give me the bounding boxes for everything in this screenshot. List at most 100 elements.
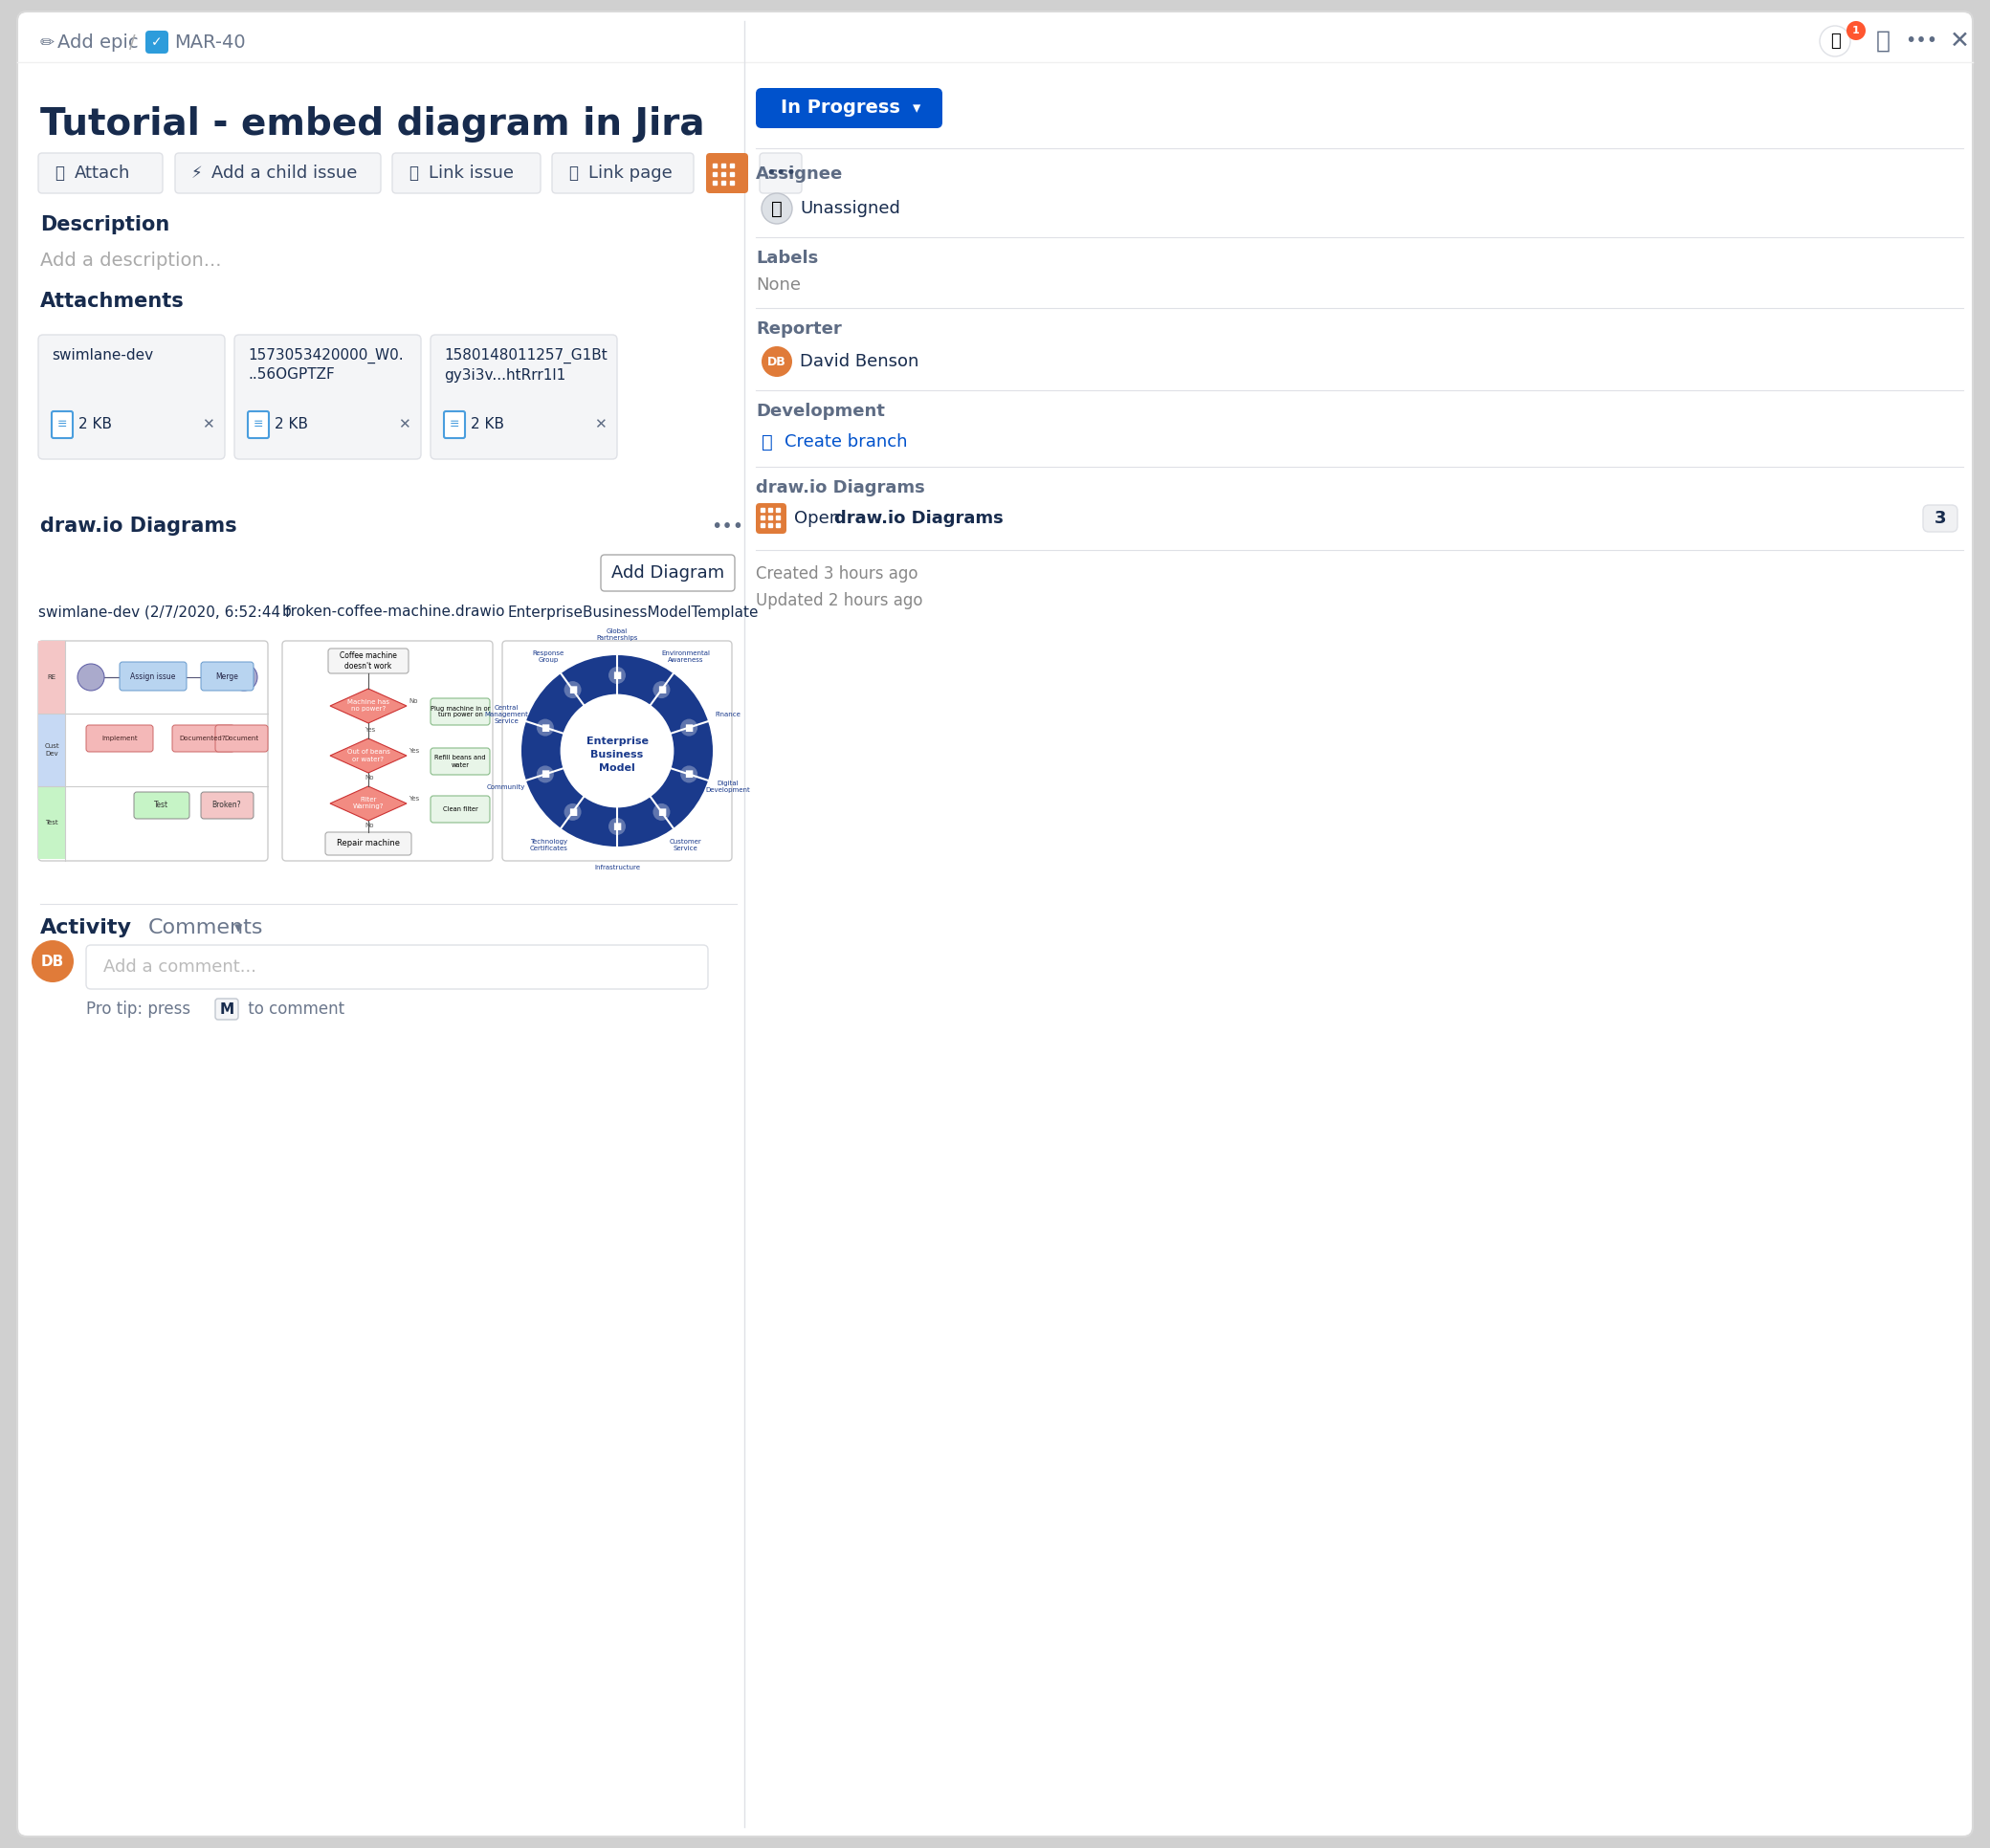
Text: ✓: ✓	[151, 35, 163, 48]
Text: Pro tip: press: Pro tip: press	[86, 1000, 195, 1018]
Text: Add a child issue: Add a child issue	[211, 164, 358, 181]
Text: gy3i3v...htRrr1l1: gy3i3v...htRrr1l1	[444, 368, 565, 383]
Text: Labels: Labels	[756, 249, 818, 266]
Text: Open: Open	[794, 510, 846, 527]
FancyBboxPatch shape	[38, 334, 225, 458]
Polygon shape	[330, 689, 406, 723]
Circle shape	[563, 682, 581, 699]
Text: Attachments: Attachments	[40, 292, 185, 310]
Text: ≡: ≡	[450, 418, 460, 431]
Text: ✕: ✕	[201, 418, 213, 432]
Text: David Benson: David Benson	[800, 353, 919, 370]
Circle shape	[32, 941, 74, 983]
Circle shape	[521, 656, 712, 846]
Text: Activity: Activity	[40, 918, 131, 937]
Text: Enterprise: Enterprise	[585, 737, 649, 747]
Polygon shape	[330, 739, 406, 772]
Text: ..56OGPTZF: ..56OGPTZF	[249, 368, 334, 383]
FancyBboxPatch shape	[551, 153, 695, 194]
FancyBboxPatch shape	[215, 998, 239, 1020]
Text: ▾: ▾	[913, 100, 921, 116]
Text: Reporter: Reporter	[756, 320, 842, 338]
FancyBboxPatch shape	[430, 699, 490, 724]
Text: EnterpriseBusinessModelTemplate: EnterpriseBusinessModelTemplate	[507, 604, 758, 619]
FancyBboxPatch shape	[430, 796, 490, 822]
Circle shape	[537, 765, 553, 784]
Circle shape	[762, 194, 792, 224]
FancyBboxPatch shape	[133, 793, 189, 819]
FancyBboxPatch shape	[283, 641, 494, 861]
Text: RE: RE	[48, 675, 56, 680]
Text: Model: Model	[599, 763, 635, 772]
FancyBboxPatch shape	[201, 793, 253, 819]
Text: No: No	[364, 822, 374, 828]
Text: 👤: 👤	[772, 200, 782, 218]
Text: Assign issue: Assign issue	[131, 673, 175, 680]
Text: 1580148011257_G1Bt: 1580148011257_G1Bt	[444, 347, 607, 364]
Text: MAR-40: MAR-40	[175, 33, 245, 52]
Circle shape	[78, 663, 103, 691]
Text: Documented?: Documented?	[179, 736, 227, 741]
Text: Filter
Warning?: Filter Warning?	[352, 796, 384, 809]
Text: ■: ■	[569, 808, 577, 817]
Text: 📄: 📄	[569, 164, 577, 181]
Text: ✕: ✕	[1950, 30, 1970, 52]
Text: Description: Description	[40, 214, 169, 235]
Text: Broken?: Broken?	[213, 800, 241, 809]
Text: Implement: Implement	[101, 736, 137, 741]
Text: None: None	[756, 277, 800, 294]
Text: ✕: ✕	[593, 418, 607, 432]
FancyBboxPatch shape	[38, 641, 269, 861]
Text: ■: ■	[541, 769, 549, 780]
Bar	[38, 641, 66, 713]
Circle shape	[563, 804, 581, 821]
Text: Unassigned: Unassigned	[800, 200, 899, 216]
Circle shape	[1819, 26, 1851, 57]
Text: 3: 3	[1934, 510, 1946, 527]
FancyBboxPatch shape	[706, 153, 748, 194]
FancyBboxPatch shape	[175, 153, 380, 194]
Bar	[38, 785, 66, 859]
FancyBboxPatch shape	[501, 641, 732, 861]
Circle shape	[653, 682, 671, 699]
Circle shape	[537, 719, 553, 736]
FancyBboxPatch shape	[392, 153, 541, 194]
Text: ⚡: ⚡	[191, 164, 201, 181]
Text: 👁: 👁	[1831, 33, 1841, 50]
Text: ■: ■	[657, 808, 667, 817]
Text: ■: ■	[569, 686, 577, 695]
Text: Updated 2 hours ago: Updated 2 hours ago	[756, 591, 923, 610]
Text: Coffee machine
doesn't work: Coffee machine doesn't work	[340, 652, 396, 671]
Text: Add epic: Add epic	[58, 33, 139, 52]
Circle shape	[681, 719, 698, 736]
Text: 🔗: 🔗	[408, 164, 418, 181]
Text: Merge: Merge	[215, 673, 239, 680]
FancyBboxPatch shape	[86, 724, 153, 752]
Text: Attach: Attach	[76, 164, 131, 181]
Text: swimlane-dev (2/7/2020, 6:52:44 f: swimlane-dev (2/7/2020, 6:52:44 f	[38, 604, 291, 619]
Polygon shape	[330, 785, 406, 821]
Text: Finance: Finance	[714, 711, 740, 717]
Text: Cust
Dev: Cust Dev	[44, 743, 60, 756]
Text: Infrastructure: Infrastructure	[595, 865, 641, 870]
Text: Test: Test	[155, 800, 169, 809]
Text: Yes: Yes	[364, 726, 376, 732]
Circle shape	[762, 346, 792, 377]
Text: Digital
Development: Digital Development	[706, 780, 750, 793]
Text: Add Diagram: Add Diagram	[611, 564, 724, 582]
Text: 2 KB: 2 KB	[78, 418, 111, 432]
FancyBboxPatch shape	[430, 748, 490, 774]
Text: ≡: ≡	[253, 418, 263, 431]
Text: ■: ■	[685, 723, 693, 732]
Text: Yes: Yes	[408, 748, 420, 754]
Text: No: No	[408, 699, 418, 704]
Text: Customer
Service: Customer Service	[669, 839, 702, 852]
Text: Link page: Link page	[589, 164, 673, 181]
FancyBboxPatch shape	[86, 944, 708, 989]
FancyBboxPatch shape	[324, 832, 412, 856]
Text: 2 KB: 2 KB	[472, 418, 503, 432]
FancyBboxPatch shape	[249, 412, 269, 438]
Text: Created 3 hours ago: Created 3 hours ago	[756, 565, 917, 582]
Text: ■: ■	[541, 723, 549, 732]
Text: No: No	[364, 774, 374, 780]
